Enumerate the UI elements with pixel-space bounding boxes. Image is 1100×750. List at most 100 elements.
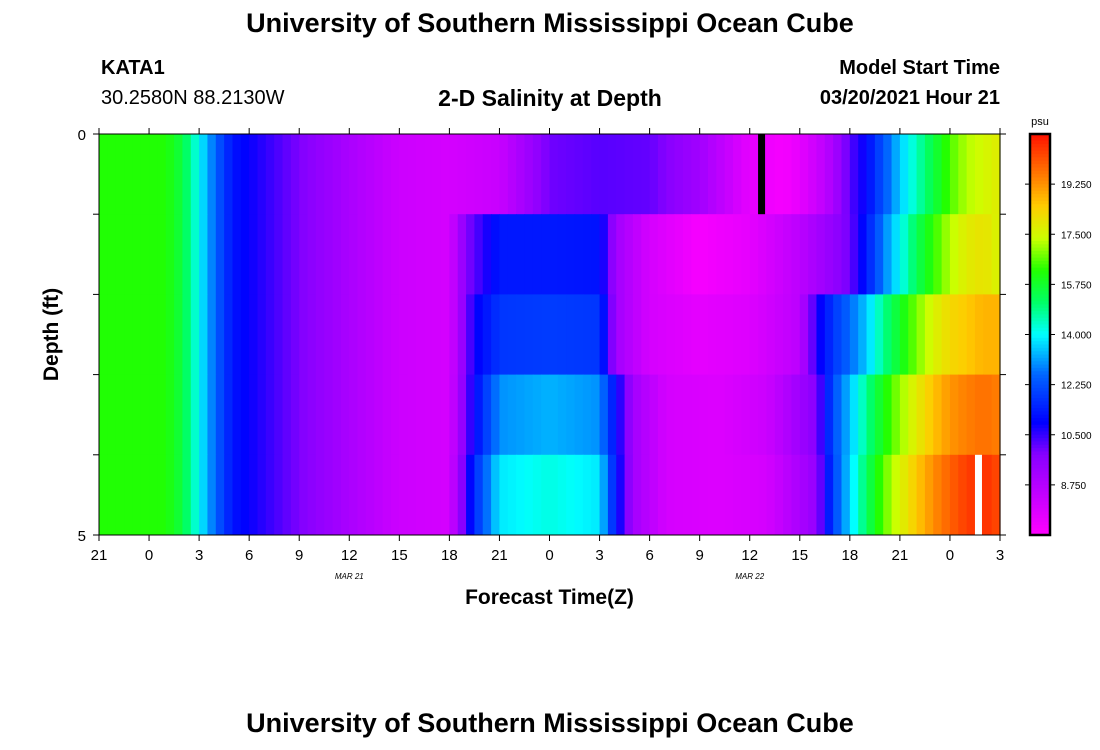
heatmap-cell bbox=[407, 294, 417, 376]
heatmap-cell bbox=[499, 214, 509, 295]
heatmap-cell bbox=[416, 134, 425, 215]
heatmap-cell bbox=[774, 214, 784, 295]
heatmap-cell bbox=[783, 374, 793, 456]
heatmap-cell bbox=[557, 374, 567, 456]
heatmap-cell bbox=[599, 374, 609, 456]
heatmap-cell bbox=[449, 214, 459, 295]
colorbar-cell bbox=[1030, 134, 1050, 138]
heatmap-cell bbox=[199, 374, 209, 456]
heatmap-cell bbox=[716, 214, 726, 295]
heatmap-cell bbox=[974, 294, 984, 376]
colorbar-cell bbox=[1030, 518, 1050, 523]
heatmap-cell bbox=[824, 214, 834, 295]
heatmap-cell bbox=[682, 454, 692, 536]
heatmap-cell bbox=[224, 454, 234, 536]
heatmap-cell bbox=[674, 214, 684, 295]
heatmap-cell bbox=[908, 374, 918, 456]
heatmap-cell bbox=[224, 374, 234, 456]
heatmap-cell bbox=[124, 134, 133, 215]
heatmap-cell bbox=[549, 294, 559, 376]
heatmap-cell bbox=[257, 374, 267, 456]
data-marker-0 bbox=[758, 134, 766, 215]
colorbar-cell bbox=[1030, 154, 1050, 158]
heatmap-cell bbox=[232, 374, 242, 456]
heatmap-cell bbox=[991, 294, 1001, 376]
heatmap-cell bbox=[666, 134, 676, 215]
heatmap-cell bbox=[733, 374, 742, 456]
heatmap-cell bbox=[783, 294, 793, 376]
depth-band-2 bbox=[99, 294, 1001, 376]
heatmap-cell bbox=[274, 454, 284, 536]
colorbar-cell bbox=[1030, 508, 1050, 513]
heatmap-cell bbox=[516, 214, 526, 295]
heatmap-cell bbox=[682, 214, 692, 295]
heatmap-cell bbox=[524, 294, 534, 376]
heatmap-cell bbox=[507, 214, 517, 295]
heatmap-cell bbox=[349, 214, 359, 295]
colorbar-cell bbox=[1030, 464, 1050, 469]
heatmap-cell bbox=[249, 294, 259, 376]
heatmap-cell bbox=[332, 374, 342, 456]
heatmap-cell bbox=[866, 374, 876, 456]
colorbar-cell bbox=[1030, 227, 1050, 232]
colorbar-cell bbox=[1030, 267, 1050, 272]
heatmap-cell bbox=[149, 294, 158, 376]
heatmap-cell bbox=[966, 374, 976, 456]
heatmap-cell bbox=[365, 134, 375, 215]
colorbar-cell bbox=[1030, 294, 1050, 299]
x-tick-label: 3 bbox=[595, 547, 603, 564]
station-id: KATA1 bbox=[101, 57, 165, 79]
heatmap-cell bbox=[257, 294, 267, 376]
heatmap-cell bbox=[632, 374, 642, 456]
heatmap-cell bbox=[908, 214, 918, 295]
heatmap-cell bbox=[491, 294, 501, 376]
heatmap-cell bbox=[466, 294, 476, 376]
heatmap-cell bbox=[532, 454, 542, 536]
colorbar-cell bbox=[1030, 461, 1050, 466]
heatmap-cell bbox=[933, 294, 943, 376]
heatmap-cell bbox=[649, 374, 659, 456]
heatmap-cell bbox=[824, 454, 834, 536]
colorbar-cell bbox=[1030, 364, 1050, 369]
heatmap-cell bbox=[866, 134, 876, 215]
heatmap-cell bbox=[132, 294, 142, 376]
heatmap-cell bbox=[758, 454, 767, 536]
heatmap-cell bbox=[199, 454, 209, 536]
heatmap-cell bbox=[741, 454, 751, 536]
heatmap-cell bbox=[240, 454, 250, 536]
heatmap-cell bbox=[282, 214, 292, 295]
heatmap-cell bbox=[874, 294, 884, 376]
heatmap-cell bbox=[816, 134, 826, 215]
heatmap-cell bbox=[733, 454, 742, 536]
colorbar-cell bbox=[1030, 160, 1050, 165]
heatmap-cell bbox=[416, 454, 425, 536]
heatmap-cell bbox=[290, 294, 300, 376]
heatmap-cell bbox=[799, 134, 809, 215]
heatmap-cell bbox=[724, 374, 734, 456]
heatmap-cell bbox=[699, 374, 709, 456]
heatmap-cell bbox=[607, 454, 617, 536]
colorbar-cell bbox=[1030, 194, 1050, 199]
heatmap-cell bbox=[716, 454, 726, 536]
colorbar-cell bbox=[1030, 197, 1050, 202]
heatmap-cell bbox=[833, 374, 843, 456]
colorbar-cell bbox=[1030, 431, 1050, 436]
y-tick-label: 5 bbox=[78, 528, 86, 545]
colorbar-cell bbox=[1030, 468, 1050, 473]
heatmap-cell bbox=[691, 214, 701, 295]
heatmap-cell bbox=[566, 454, 576, 536]
heatmap-cell bbox=[299, 294, 309, 376]
heatmap-cell bbox=[315, 134, 325, 215]
heatmap-cell bbox=[649, 294, 659, 376]
heatmap-cell bbox=[549, 454, 559, 536]
heatmap-cell bbox=[232, 214, 242, 295]
heatmap-cell bbox=[883, 294, 893, 376]
colorbar-cell bbox=[1030, 394, 1050, 399]
heatmap-cell bbox=[382, 454, 392, 536]
heatmap-cell bbox=[941, 214, 951, 295]
heatmap-cell bbox=[991, 374, 1001, 456]
colorbar-cell bbox=[1030, 324, 1050, 329]
heatmap-cell bbox=[132, 374, 142, 456]
heatmap-cell bbox=[549, 214, 559, 295]
heatmap-cell bbox=[758, 294, 767, 376]
